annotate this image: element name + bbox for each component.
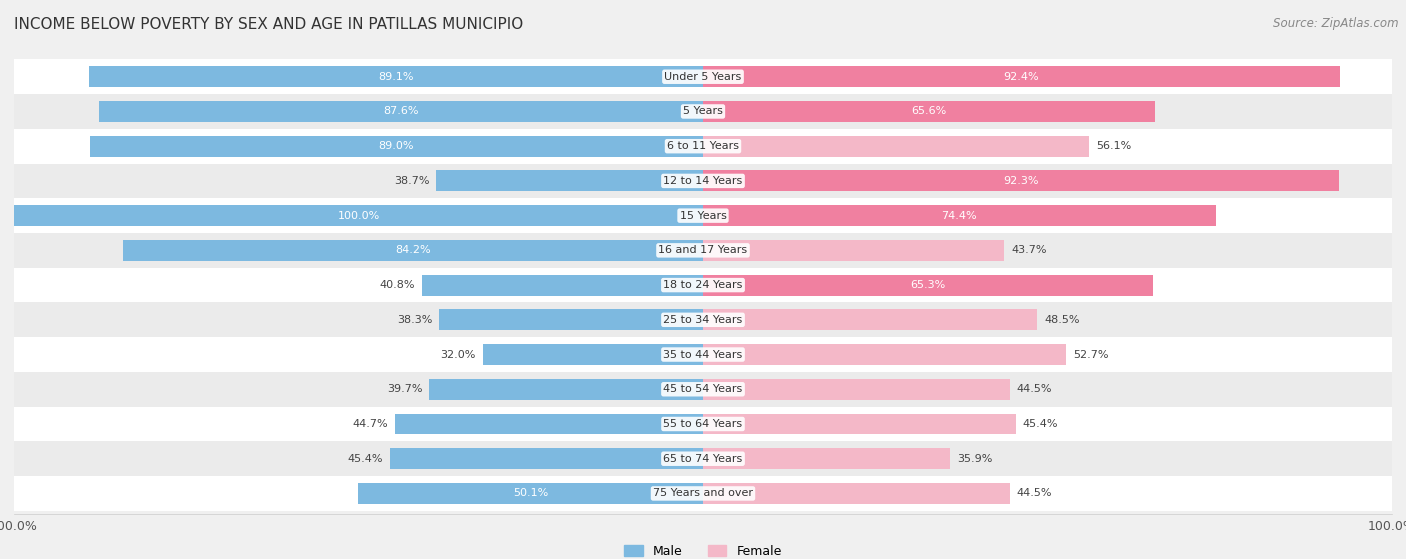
Bar	[703, 309, 1038, 330]
Text: 89.1%: 89.1%	[378, 72, 413, 82]
Text: 92.4%: 92.4%	[1004, 72, 1039, 82]
Bar	[14, 59, 1392, 94]
Text: 92.3%: 92.3%	[1004, 176, 1039, 186]
Bar	[89, 67, 703, 87]
Text: 38.7%: 38.7%	[394, 176, 429, 186]
Bar	[14, 94, 1392, 129]
Bar	[703, 101, 1154, 122]
Bar	[14, 372, 1392, 406]
Bar	[436, 170, 703, 191]
Text: 56.1%: 56.1%	[1097, 141, 1132, 151]
Bar	[14, 129, 1392, 164]
Text: 15 Years: 15 Years	[679, 211, 727, 221]
Bar	[429, 379, 703, 400]
Text: 55 to 64 Years: 55 to 64 Years	[664, 419, 742, 429]
Text: 45.4%: 45.4%	[1022, 419, 1059, 429]
Bar	[14, 442, 1392, 476]
Text: 84.2%: 84.2%	[395, 245, 430, 255]
Text: 18 to 24 Years: 18 to 24 Years	[664, 280, 742, 290]
Text: 5 Years: 5 Years	[683, 106, 723, 116]
Text: 74.4%: 74.4%	[942, 211, 977, 221]
Text: 44.5%: 44.5%	[1017, 384, 1052, 394]
Text: 43.7%: 43.7%	[1011, 245, 1046, 255]
Text: 39.7%: 39.7%	[387, 384, 423, 394]
Text: 45 to 54 Years: 45 to 54 Years	[664, 384, 742, 394]
Bar	[14, 406, 1392, 442]
Bar	[703, 414, 1015, 434]
Text: 50.1%: 50.1%	[513, 489, 548, 499]
Text: 52.7%: 52.7%	[1073, 349, 1108, 359]
Text: 65.3%: 65.3%	[910, 280, 946, 290]
Bar	[14, 337, 1392, 372]
Text: 40.8%: 40.8%	[380, 280, 415, 290]
Text: 32.0%: 32.0%	[440, 349, 475, 359]
Bar	[703, 205, 1216, 226]
Text: 87.6%: 87.6%	[384, 106, 419, 116]
Bar	[14, 205, 703, 226]
Bar	[395, 414, 703, 434]
Bar	[90, 136, 703, 157]
Bar	[703, 448, 950, 469]
Bar	[703, 67, 1340, 87]
Text: 12 to 14 Years: 12 to 14 Years	[664, 176, 742, 186]
Text: 100.0%: 100.0%	[337, 211, 380, 221]
Bar	[439, 309, 703, 330]
Bar	[14, 476, 1392, 511]
Bar	[703, 344, 1066, 365]
Text: 16 and 17 Years: 16 and 17 Years	[658, 245, 748, 255]
Text: INCOME BELOW POVERTY BY SEX AND AGE IN PATILLAS MUNICIPIO: INCOME BELOW POVERTY BY SEX AND AGE IN P…	[14, 17, 523, 32]
Bar	[703, 379, 1010, 400]
Text: 65.6%: 65.6%	[911, 106, 946, 116]
Bar	[703, 483, 1010, 504]
Text: 45.4%: 45.4%	[347, 454, 384, 464]
Bar	[14, 233, 1392, 268]
Bar	[122, 240, 703, 261]
Text: 75 Years and over: 75 Years and over	[652, 489, 754, 499]
Bar	[391, 448, 703, 469]
Text: Under 5 Years: Under 5 Years	[665, 72, 741, 82]
Text: 44.5%: 44.5%	[1017, 489, 1052, 499]
Bar	[703, 274, 1153, 296]
Text: 44.7%: 44.7%	[353, 419, 388, 429]
Text: 65 to 74 Years: 65 to 74 Years	[664, 454, 742, 464]
Bar	[100, 101, 703, 122]
Text: 25 to 34 Years: 25 to 34 Years	[664, 315, 742, 325]
Bar	[703, 170, 1339, 191]
Legend: Male, Female: Male, Female	[619, 540, 787, 559]
Text: Source: ZipAtlas.com: Source: ZipAtlas.com	[1274, 17, 1399, 30]
Bar	[14, 268, 1392, 302]
Text: 89.0%: 89.0%	[378, 141, 415, 151]
Bar	[482, 344, 703, 365]
Text: 48.5%: 48.5%	[1045, 315, 1080, 325]
Text: 6 to 11 Years: 6 to 11 Years	[666, 141, 740, 151]
Bar	[703, 136, 1090, 157]
Bar	[14, 198, 1392, 233]
Bar	[14, 164, 1392, 198]
Bar	[422, 274, 703, 296]
Bar	[14, 302, 1392, 337]
Text: 35.9%: 35.9%	[957, 454, 993, 464]
Text: 38.3%: 38.3%	[396, 315, 432, 325]
Text: 35 to 44 Years: 35 to 44 Years	[664, 349, 742, 359]
Bar	[703, 240, 1004, 261]
Bar	[359, 483, 703, 504]
